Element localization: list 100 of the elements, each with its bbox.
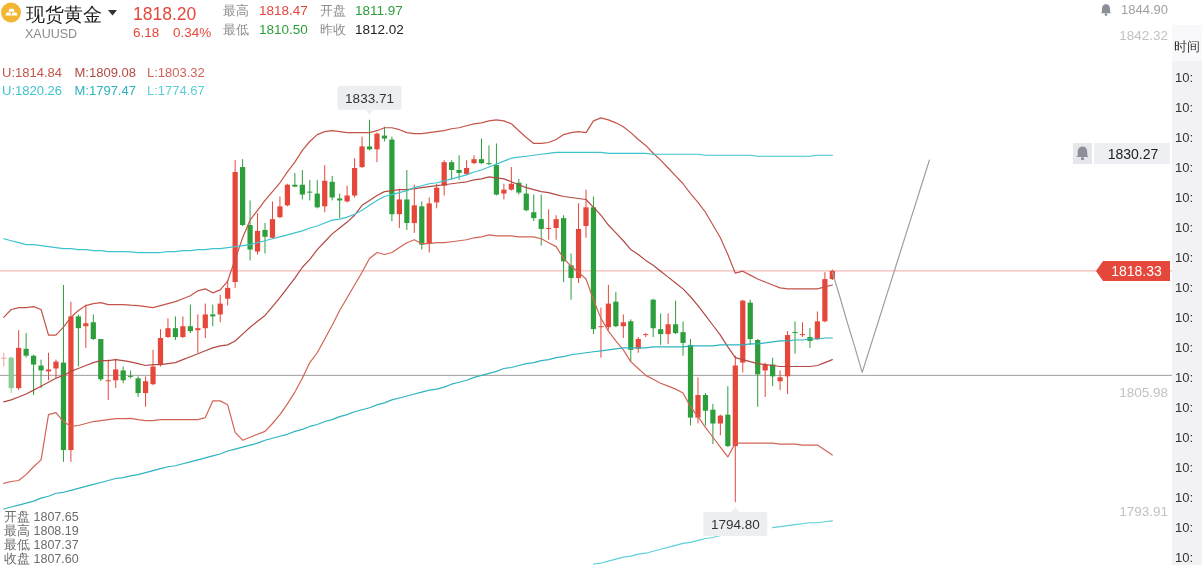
candlestick xyxy=(404,169,410,231)
text: 10: xyxy=(1175,70,1194,85)
candlestick xyxy=(680,320,686,357)
candlestick xyxy=(478,138,485,165)
candlestick xyxy=(284,183,291,207)
text: 10: xyxy=(1175,370,1194,385)
text: 1830.27 xyxy=(1107,145,1159,162)
candlestick xyxy=(658,312,664,346)
annotation: 1818.20 xyxy=(133,4,197,24)
y-tick-label: 1842.32 xyxy=(1119,28,1168,44)
candlestick xyxy=(172,315,179,341)
text: 10: xyxy=(1175,130,1194,145)
text: 10: xyxy=(1175,430,1194,445)
text: 10: xyxy=(1175,490,1194,505)
text: 10: xyxy=(1175,400,1194,415)
candlestick xyxy=(150,349,156,386)
chart-title: 现货黄金 xyxy=(26,4,102,25)
y-tick-label: 1793.91 xyxy=(1119,503,1168,519)
text: 10: xyxy=(1175,550,1194,565)
candlestick xyxy=(471,154,477,165)
candlestick xyxy=(553,214,559,241)
candlestick xyxy=(508,166,514,192)
candlestick xyxy=(710,403,716,445)
candlestick xyxy=(269,200,276,240)
candlestick xyxy=(113,358,119,389)
y-tick-label: 1805.98 xyxy=(1119,385,1168,401)
text: 1844.90 xyxy=(1121,2,1168,18)
candlestick xyxy=(30,354,37,396)
text: L:1774.67 xyxy=(147,83,205,98)
candlestick xyxy=(717,414,723,436)
line-series xyxy=(3,117,833,336)
candlestick xyxy=(486,144,492,166)
candlestick xyxy=(620,313,626,339)
candlestick xyxy=(359,136,365,169)
candlestick xyxy=(568,253,574,301)
candlestick xyxy=(307,179,313,201)
candlestick xyxy=(53,359,59,379)
candlestick xyxy=(105,359,111,401)
text: 1818.33 xyxy=(1111,262,1163,279)
candlestick xyxy=(23,332,29,359)
candlestick xyxy=(195,313,201,354)
annotation: 6.18 xyxy=(133,25,160,40)
text: 10: xyxy=(1175,220,1194,235)
candlestick xyxy=(75,313,81,368)
candlestick xyxy=(292,172,298,188)
annotation: 1818.47 xyxy=(259,3,308,18)
text: 10: xyxy=(1175,460,1194,475)
candlestick xyxy=(702,392,709,426)
annotation: 最高 xyxy=(223,3,249,18)
annotation: 1812.02 xyxy=(355,22,404,37)
candlestick xyxy=(814,310,821,341)
text: XAUUSD xyxy=(25,27,78,41)
candlestick xyxy=(225,279,231,307)
candlestick xyxy=(299,169,305,200)
candlestick xyxy=(523,183,529,212)
candlestick xyxy=(187,304,193,334)
candlestick xyxy=(374,132,380,163)
candlestick xyxy=(456,154,462,181)
text: 时间 xyxy=(1174,39,1200,54)
candlestick xyxy=(254,212,261,255)
text: 10: xyxy=(1175,520,1194,535)
candlestick xyxy=(202,303,208,339)
candlestick xyxy=(337,193,343,219)
annotation: 开盘 1807.65 xyxy=(4,510,79,524)
candlestick xyxy=(531,194,537,222)
candlestick xyxy=(792,320,798,355)
annotation: 1810.50 xyxy=(259,22,308,37)
annotation: 1811.97 xyxy=(355,3,403,18)
candlestick xyxy=(672,300,679,335)
candlestick xyxy=(329,175,335,201)
candlestick xyxy=(180,315,186,339)
text: U:1820.26 xyxy=(2,83,62,98)
candlestick xyxy=(546,208,552,241)
candlestick xyxy=(83,304,89,349)
candlestick xyxy=(799,321,806,338)
annotation: 收盘 1807.60 xyxy=(4,552,79,565)
candlestick xyxy=(165,317,171,339)
candlestick xyxy=(277,196,283,219)
candlestick xyxy=(598,307,604,359)
text: 10: xyxy=(1175,280,1194,295)
text: U:1814.84 xyxy=(2,65,62,80)
candlestick xyxy=(262,222,268,255)
line-series xyxy=(831,159,930,374)
text: 10: xyxy=(1175,340,1194,355)
candlestick xyxy=(434,183,440,209)
candlestick xyxy=(366,119,373,151)
candlestick xyxy=(501,183,507,200)
text: 10: xyxy=(1175,100,1194,115)
text: 10: xyxy=(1175,310,1194,325)
text: 10: xyxy=(1175,250,1194,265)
candlestick xyxy=(210,304,216,327)
candlestick xyxy=(142,375,149,408)
candlestick xyxy=(695,376,701,424)
text: M:1797.47 xyxy=(74,83,136,98)
candlestick xyxy=(777,369,783,391)
candlestick xyxy=(605,284,612,331)
annotation: 1794.80 xyxy=(710,516,760,532)
candlestick xyxy=(314,179,320,209)
text: 10: xyxy=(1175,190,1194,205)
text: M:1809.08 xyxy=(74,65,136,80)
